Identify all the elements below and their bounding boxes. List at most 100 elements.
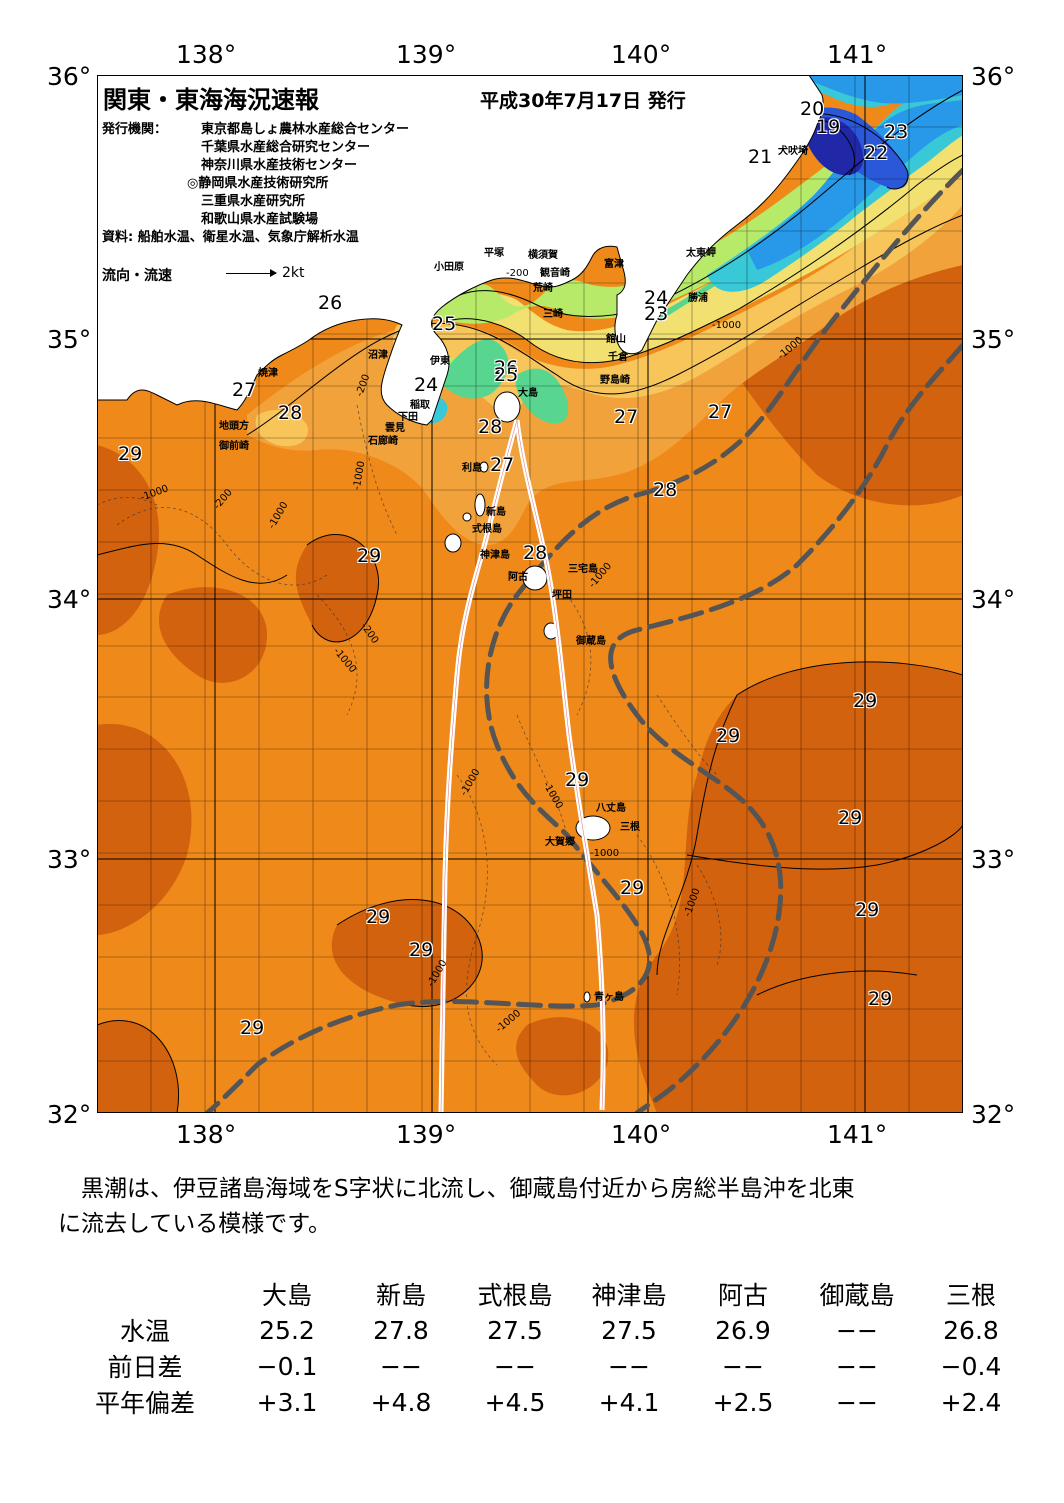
issuer-1: 東京都島しょ農林水産総合センター [201, 122, 410, 137]
lon-label-top-139: 139° [396, 40, 457, 69]
place-name: 横須賀 [528, 250, 558, 261]
lat-label-right-34: 34° [971, 585, 1016, 614]
data-source: 資料: 船舶水温、衛星水温、気象庁解析水温 [102, 230, 359, 245]
map-canvas [97, 75, 963, 1113]
isotherm-lines [97, 89, 963, 1113]
isotherm-label: 29 [565, 769, 590, 791]
table-cell: −− [836, 1315, 878, 1345]
table-cell: 27.8 [373, 1315, 429, 1345]
legend-label: 流向・流速 [102, 268, 172, 284]
row-label: 平年偏差 [94, 1389, 195, 1418]
place-name: 雲見 [385, 423, 405, 434]
place-name: 三根 [620, 822, 640, 833]
table-cell: −0.1 [256, 1351, 318, 1381]
depth-label: -1000 [712, 320, 742, 331]
place-name: 三崎 [543, 309, 563, 320]
place-name: 八丈島 [596, 803, 626, 814]
depth-label: -1000 [590, 848, 620, 859]
isotherm-label: 19 [816, 116, 841, 138]
map-frame [97, 75, 963, 1113]
kuroshio-axis [204, 167, 963, 1113]
table-header-row: 大島 新島 式根島 神津島 阿古 御蔵島 三根 [60, 1276, 1028, 1312]
lat-label-right-32: 32° [971, 1100, 1016, 1129]
issue-date: 平成30年7月17日 発行 [480, 90, 686, 112]
place-name: 大島 [518, 388, 538, 399]
sea-temperature-map [97, 75, 963, 1113]
place-name: 沼津 [368, 350, 388, 361]
place-name: 式根島 [472, 524, 502, 535]
isotherm-label: 29 [853, 690, 878, 712]
isotherm-label: 23 [884, 121, 909, 143]
issuer-3: 神奈川県水産技術センター [201, 158, 358, 173]
lon-label-top-138: 138° [176, 40, 237, 69]
lon-label-bottom-140: 140° [611, 1120, 672, 1149]
note-line-2: に流去している模様です。 [58, 1211, 332, 1237]
place-name: 新島 [486, 507, 506, 518]
issuer-5: 三重県水産研究所 [201, 194, 306, 209]
isotherm-label: 24 [644, 287, 669, 309]
table-cell: 27.5 [601, 1315, 657, 1345]
legend-speed: 2kt [282, 265, 305, 281]
water-28-band [247, 205, 963, 545]
note-line-1: 黒潮は、伊豆諸島海域をS字状に北流し、御蔵島付近から房総半島沖を北東 [58, 1176, 855, 1202]
table-cell: −− [836, 1351, 878, 1381]
table-cell: 27.5 [487, 1315, 543, 1345]
place-name: 阿古 [508, 572, 528, 583]
island-temperature-table: 大島 新島 式根島 神津島 阿古 御蔵島 三根 水温 25.2 27.8 27.… [60, 1276, 1028, 1420]
isotherm-label: 29 [838, 807, 863, 829]
table-header: 三根 [945, 1281, 996, 1310]
lat-label-right-36: 36° [971, 62, 1016, 91]
isotherm-label: 27 [232, 379, 257, 401]
isotherm-label: 27 [614, 406, 639, 428]
row-label: 水温 [119, 1317, 170, 1346]
isotherm-label: 21 [748, 146, 773, 168]
table-cell: 26.9 [715, 1315, 771, 1345]
place-name: 利島 [462, 463, 482, 474]
page-title: 関東・東海海況速報 [103, 86, 319, 114]
isotherm-label: 29 [118, 443, 143, 465]
place-name: 御前崎 [219, 441, 249, 452]
place-name: 富津 [604, 259, 624, 270]
lon-label-bottom-138: 138° [176, 1120, 237, 1149]
lon-label-bottom-141: 141° [827, 1120, 888, 1149]
issuer-2: 千葉県水産総合研究センター [201, 140, 371, 155]
lat-label-left-33: 33° [47, 845, 92, 874]
place-name: 稲取 [410, 400, 430, 411]
lon-label-top-141: 141° [827, 40, 888, 69]
table-cell: −− [608, 1351, 650, 1381]
table-cell: −− [494, 1351, 536, 1381]
isotherm-label: 29 [620, 877, 645, 899]
lat-label-left-32: 32° [47, 1100, 92, 1129]
kuroshio-note: 黒潮は、伊豆諸島海域をS字状に北流し、御蔵島付近から房総半島沖を北東 に流去して… [58, 1172, 1018, 1242]
isotherm-label: 29 [716, 725, 741, 747]
isotherm-label: 20 [800, 98, 825, 120]
lat-label-right-35: 35° [971, 325, 1016, 354]
table-cell: −− [836, 1387, 878, 1417]
table-cell: +4.8 [370, 1387, 432, 1417]
isotherm-label: 29 [357, 545, 382, 567]
place-name: 太東岬 [686, 248, 716, 259]
water-27-band [255, 175, 963, 447]
isotherm-label: 28 [278, 402, 303, 424]
legend-arrow-head [270, 269, 277, 277]
water-20-core [804, 117, 864, 176]
place-name: 館山 [606, 334, 626, 345]
isotherm-label: 24 [414, 374, 439, 396]
table-header: 新島 [375, 1281, 426, 1310]
isotherm-label: 25 [432, 313, 457, 335]
table-cell: −0.4 [940, 1351, 1002, 1381]
table-row: 水温 25.2 27.8 27.5 27.5 26.9 −− 26.8 [60, 1312, 1028, 1348]
table-cell: +4.1 [598, 1387, 660, 1417]
place-name: 伊東 [430, 356, 450, 367]
isotherm-label: 28 [653, 479, 678, 501]
lat-label-left-36: 36° [47, 62, 92, 91]
table-cell: 26.8 [943, 1315, 999, 1345]
place-name: 焼津 [258, 368, 278, 379]
table-row: 前日差 −0.1 −− −− −− −− −− −0.4 [60, 1348, 1028, 1384]
place-name: 勝浦 [688, 293, 708, 304]
isotherm-label: 26 [494, 357, 519, 379]
place-name: 観音崎 [540, 268, 570, 279]
table-header: 大島 [261, 1281, 312, 1310]
table-cell: +4.5 [484, 1387, 546, 1417]
place-name: 神津島 [480, 550, 510, 561]
